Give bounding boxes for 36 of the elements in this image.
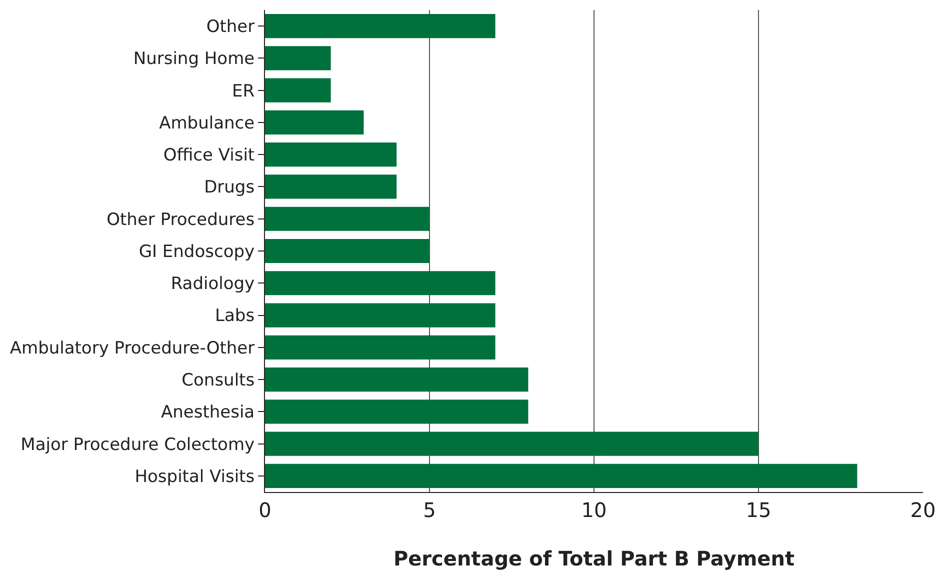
x-tick-label: 20 (910, 498, 936, 522)
bar (265, 464, 858, 488)
y-tick-label: Office Visit (163, 146, 255, 166)
y-tick-label: Drugs (204, 178, 255, 198)
y-tick-label: Other (206, 17, 255, 38)
bar (265, 14, 496, 38)
bar (265, 303, 496, 328)
bar (265, 110, 364, 135)
x-axis-title: Percentage of Total Part B Payment (393, 546, 795, 570)
y-tick-label: GI Endoscopy (138, 242, 255, 262)
bar (265, 174, 397, 199)
bar (265, 78, 331, 102)
x-tick-label: 5 (423, 498, 436, 522)
bar (265, 206, 430, 231)
x-tick-label: 15 (746, 498, 772, 522)
y-tick-label: Nursing Home (133, 49, 255, 70)
y-tick-label: Consults (182, 370, 255, 390)
bar (265, 432, 758, 456)
y-tick-label: Ambulatory Procedure-Other (10, 338, 255, 358)
y-tick-label: Ambulance (159, 113, 255, 134)
y-tick-label: Other Procedures (106, 210, 255, 230)
y-tick-label: Labs (215, 306, 255, 326)
y-tick-label: Major Procedure Colectomy (20, 434, 255, 455)
y-tick-label: ER (232, 81, 255, 102)
y-tick-label: Hospital Visits (134, 466, 255, 487)
bar (265, 400, 528, 424)
y-tick-label: Anesthesia (160, 402, 255, 423)
bar (265, 238, 430, 264)
x-tick-label: 10 (581, 498, 607, 522)
bar (265, 271, 496, 296)
y-tick-label: Radiology (170, 274, 255, 294)
bar (265, 46, 331, 70)
bar (265, 367, 528, 392)
bar (265, 335, 496, 360)
bar (265, 142, 397, 167)
x-tick-label: 0 (258, 498, 272, 522)
